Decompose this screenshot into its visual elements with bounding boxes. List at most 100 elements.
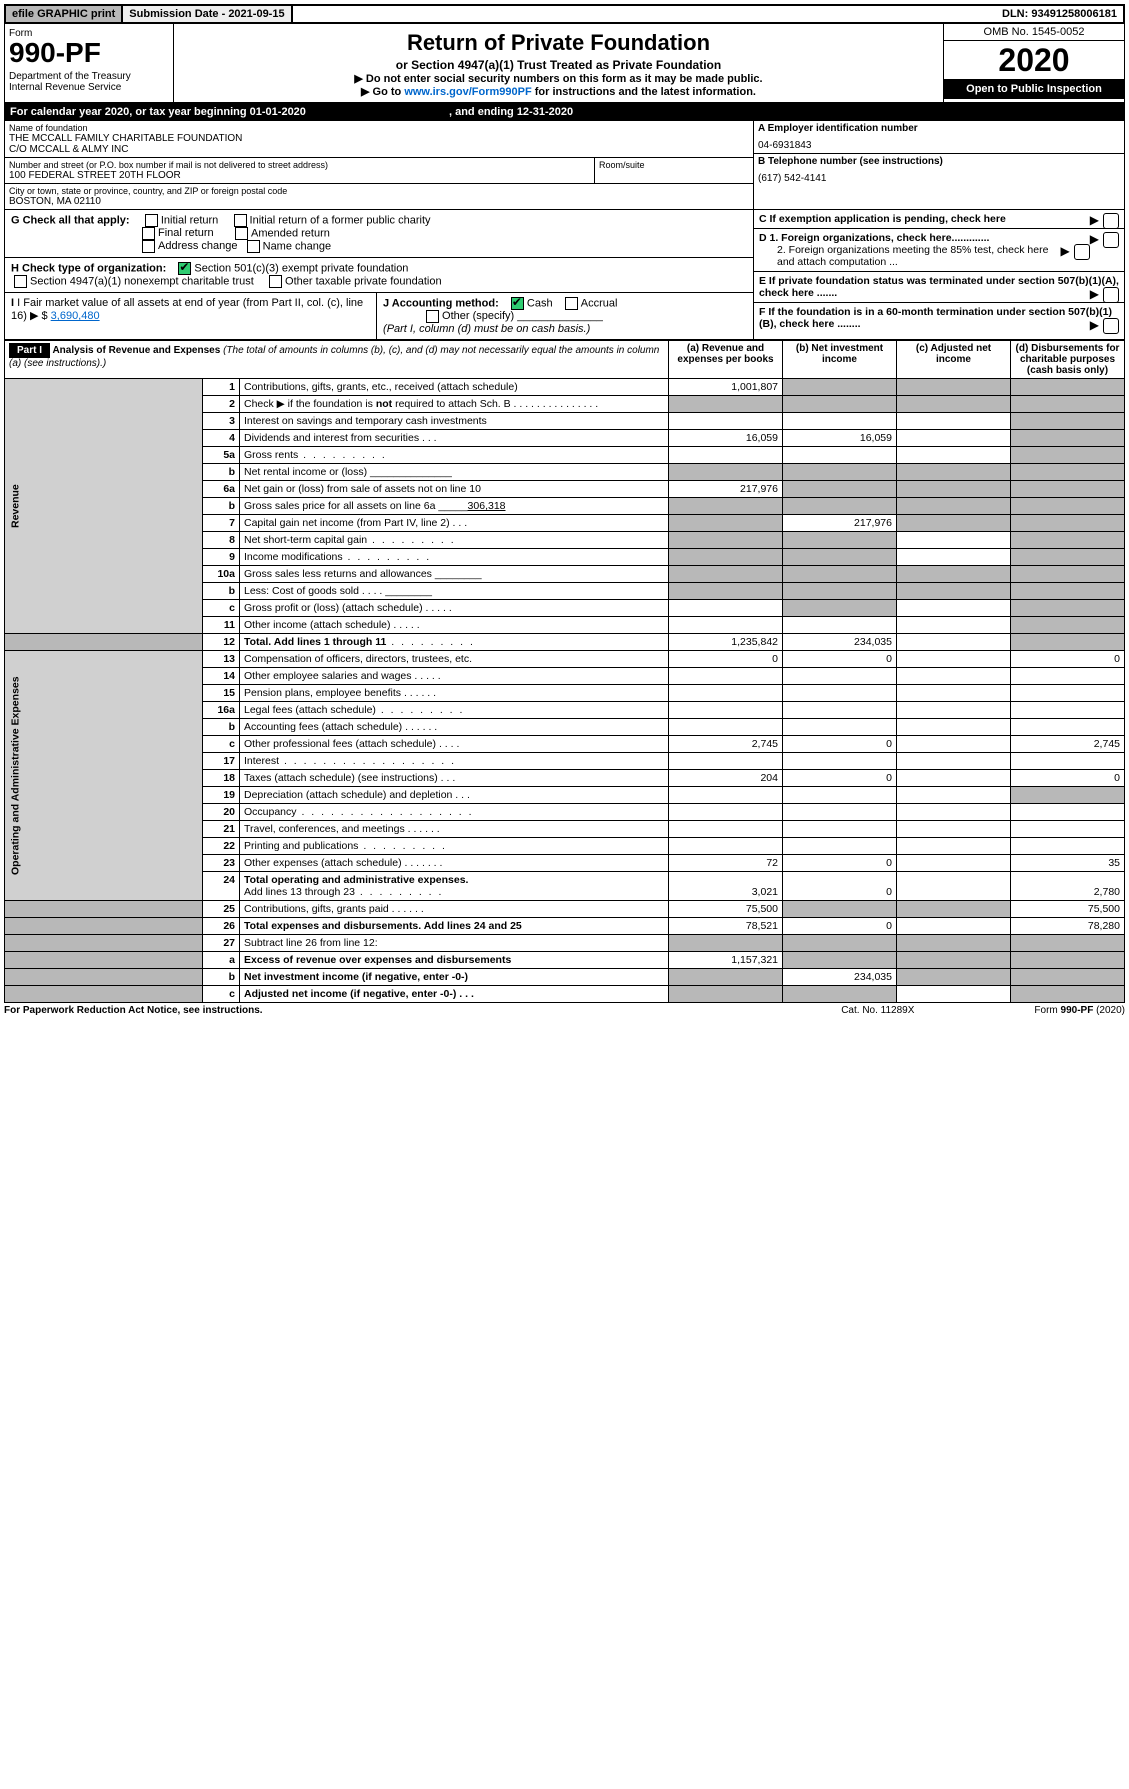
row-num: b [203,464,240,481]
row-desc: Adjusted net income (if negative, enter … [244,988,474,1000]
chk-initial[interactable] [145,214,158,227]
footer: For Paperwork Reduction Act Notice, see … [4,1003,1125,1016]
row-num: 14 [203,668,240,685]
row-num: 1 [203,379,240,396]
chk-501c3[interactable] [178,262,191,275]
cell-val: 78,280 [1011,918,1125,935]
cell-val: 0 [783,872,897,901]
chk-e[interactable] [1103,287,1119,303]
row-num: b [203,969,240,986]
e-label: E If private foundation status was termi… [759,275,1119,299]
chk-accrual[interactable] [565,297,578,310]
opt-accrual: Accrual [581,297,618,309]
cell-val: 75,500 [1011,901,1125,918]
info-grid: Name of foundation THE MCCALL FAMILY CHA… [4,121,1125,210]
chk-name-change[interactable] [247,240,260,253]
instr-1: ▶ Do not enter social security numbers o… [178,72,939,85]
row-num: 10a [203,566,240,583]
row-num: 27 [203,935,240,952]
row-desc: Other employee salaries and wages [244,670,412,682]
omb-number: OMB No. 1545-0052 [944,24,1124,41]
cell-val: 16,059 [669,430,783,447]
paperwork-notice: For Paperwork Reduction Act Notice, see … [4,1005,263,1016]
cal-begin: For calendar year 2020, or tax year begi… [10,106,306,118]
row-desc: Total expenses and disbursements. Add li… [244,920,522,932]
revenue-label: Revenue [5,379,203,634]
fmv-value[interactable]: 3,690,480 [51,310,100,322]
row-desc: Compensation of officers, directors, tru… [240,651,669,668]
row-num: 12 [203,634,240,651]
row-num: 18 [203,770,240,787]
opt-initial-former: Initial return of a former public charit… [250,214,431,226]
row-num: 7 [203,515,240,532]
j-label: J Accounting method: [383,297,499,309]
chk-addr-change[interactable] [142,240,155,253]
chk-4947[interactable] [14,275,27,288]
cell-val: 1,235,842 [669,634,783,651]
street-address: 100 FEDERAL STREET 20TH FLOOR [9,170,590,181]
cell-val: 3,021 [669,872,783,901]
row-desc: Taxes (attach schedule) (see instruction… [240,770,669,787]
c-label: C If exemption application is pending, c… [759,213,1006,225]
open-public: Open to Public Inspection [944,79,1124,99]
row-desc: Occupancy [244,806,297,818]
cell-val: 2,780 [1011,872,1125,901]
cell-val: 1,001,807 [669,379,783,396]
opt-name-change: Name change [263,240,332,252]
row-num: 6a [203,481,240,498]
instr-2b: for instructions and the latest informat… [532,86,756,98]
cell-val: 0 [783,918,897,935]
row-desc: Other expenses (attach schedule) [244,857,402,869]
row-num: 13 [203,651,240,668]
top-bar: efile GRAPHIC print Submission Date - 20… [4,4,1125,24]
addr-label: Number and street (or P.O. box number if… [9,160,590,170]
d1-label: D 1. Foreign organizations, check here..… [759,232,989,244]
row-num: c [203,736,240,753]
chk-other-tax[interactable] [269,275,282,288]
instr-2a: ▶ Go to [361,86,404,98]
opt-other-acct: Other (specify) [442,310,514,322]
row-num: 4 [203,430,240,447]
analysis-table: Part I Analysis of Revenue and Expenses … [4,340,1125,1003]
chk-cash[interactable] [511,297,524,310]
opt-cash: Cash [527,297,553,309]
cell-val: 78,521 [669,918,783,935]
expenses-label: Operating and Administrative Expenses [5,651,203,901]
form-header: Form 990-PF Department of the Treasury I… [4,24,1125,103]
chk-other-acct[interactable] [426,310,439,323]
form-number: 990-PF [9,39,169,67]
cell-val: 0 [783,770,897,787]
form-subtitle: or Section 4947(a)(1) Trust Treated as P… [178,58,939,72]
row-num: 8 [203,532,240,549]
opt-final: Final return [158,227,214,239]
chk-amended[interactable] [235,227,248,240]
ein-label: A Employer identification number [758,123,1120,134]
chk-d2[interactable] [1074,244,1090,260]
cell-val: 217,976 [783,515,897,532]
efile-label[interactable]: efile GRAPHIC print [6,6,123,22]
form-link[interactable]: www.irs.gov/Form990PF [404,86,531,98]
calendar-year-row: For calendar year 2020, or tax year begi… [4,103,1125,121]
cell-val: 75,500 [669,901,783,918]
chk-c[interactable] [1103,213,1119,229]
phone-label: B Telephone number (see instructions) [758,156,1120,167]
ein-value: 04-6931843 [758,140,1120,151]
row-desc: Legal fees (attach schedule) [244,704,376,716]
foundation-name-1: THE MCCALL FAMILY CHARITABLE FOUNDATION [9,133,749,144]
cell-val: 72 [669,855,783,872]
row-num: b [203,719,240,736]
cell-val: 16,059 [783,430,897,447]
row-desc: Excess of revenue over expenses and disb… [244,954,511,966]
row-desc: Check ▶ if the foundation is not require… [240,396,669,413]
chk-final[interactable] [142,227,155,240]
row-num: 3 [203,413,240,430]
opt-addr-change: Address change [158,240,238,252]
col-a-header: (a) Revenue and expenses per books [669,341,783,379]
chk-d1[interactable] [1103,232,1119,248]
chk-initial-former[interactable] [234,214,247,227]
col-d-header: (d) Disbursements for charitable purpose… [1011,341,1125,379]
row-desc: Contributions, gifts, grants paid [244,903,389,915]
chk-f[interactable] [1103,318,1119,334]
j-note: (Part I, column (d) must be on cash basi… [383,323,590,335]
row-num: c [203,986,240,1003]
